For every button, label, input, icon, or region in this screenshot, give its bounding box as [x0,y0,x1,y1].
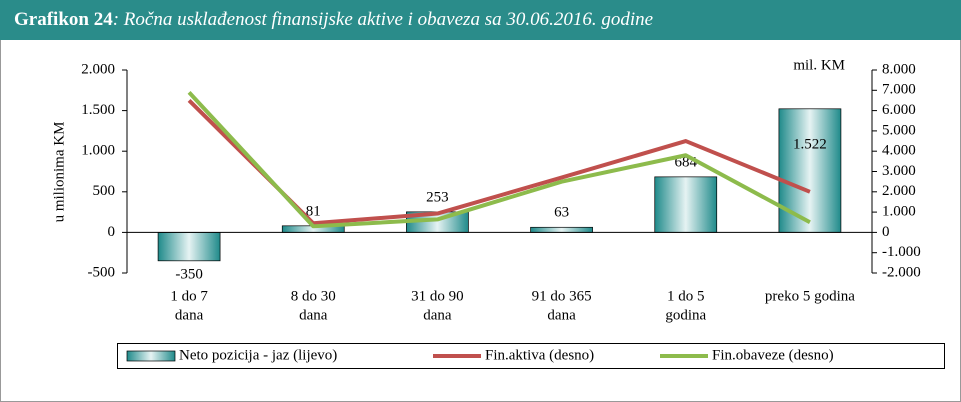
chart-title: : Ročna usklađenost finansijske aktive i… [113,9,653,30]
y2-tick-label: -1.000 [882,244,921,260]
y2-tick-label: 6.000 [882,102,916,118]
y2-tick-label: 4.000 [882,143,916,159]
legend-box [117,343,945,369]
title-label: Grafikon 24: Ročna usklađenost finansijs… [14,9,653,30]
legend-swatch [126,350,176,362]
legend-label: Fin.aktiva (desno) [485,347,594,363]
bar [157,232,221,262]
y-axis-label: u milionima KM [51,122,67,223]
x-tick-label: dana [175,307,204,323]
title-label-text: Grafikon 24 [14,9,113,30]
y2-tick-label: 0 [882,224,890,240]
y2-tick-label: 1.000 [882,204,916,220]
data-label: -350 [175,266,203,282]
y2-tick-label: 3.000 [882,163,916,179]
data-label: 63 [554,205,569,221]
y-tick-label: 1.000 [81,143,115,159]
x-tick-label: preko 5 godina [765,288,855,304]
line [187,90,811,229]
bar [654,176,718,233]
y2-tick-label: 7.000 [882,82,916,98]
x-tick-label: 8 do 30 [291,288,336,304]
y2-axis-label: mil. KM [793,57,845,73]
x-tick-label: dana [299,307,328,323]
x-tick-label: 1 do 7 [170,288,208,304]
x-tick-label: dana [423,307,452,323]
y2-tick-label: 8.000 [882,61,916,77]
x-tick-label: dana [547,307,576,323]
x-tick-label: 31 do 90 [411,288,464,304]
y-tick-label: 500 [93,183,116,199]
legend-label: Fin.obaveze (desno) [712,347,834,363]
legend-label: Neto pozicija - jaz (lijevo) [179,347,337,363]
y-tick-label: 0 [108,224,116,240]
x-tick-label: 91 do 365 [532,288,592,304]
y-tick-label: 1.500 [81,102,115,118]
x-tick-label: 1 do 5 [667,288,705,304]
y-tick-label: 2.000 [81,61,115,77]
y2-tick-label: -2.000 [882,264,921,280]
y-tick-label: -500 [88,264,116,280]
x-tick-label: godina [665,307,706,323]
data-label: 81 [306,203,321,219]
bar [778,108,842,233]
title-bar [0,0,961,40]
data-label: 1.522 [793,136,827,152]
y2-tick-label: 2.000 [882,183,916,199]
y2-tick-label: 5.000 [882,122,916,138]
data-label: 253 [426,189,449,205]
bar [530,226,593,233]
